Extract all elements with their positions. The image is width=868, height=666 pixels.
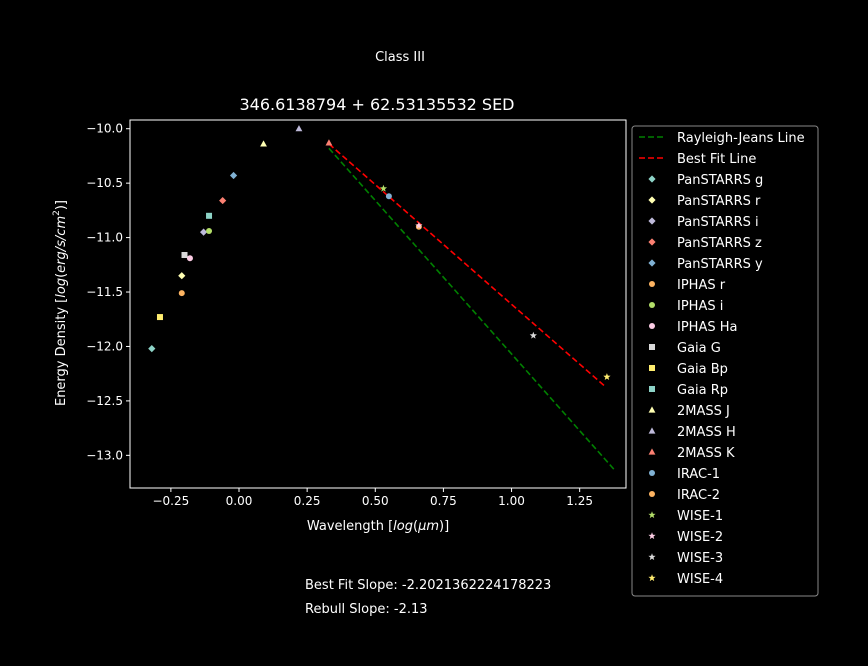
legend-marker	[649, 302, 655, 308]
point-wise-4	[603, 373, 611, 381]
legend-label: PanSTARRS g	[677, 173, 763, 188]
x-tick-label: 0.25	[294, 494, 321, 508]
legend-label: 2MASS J	[677, 404, 730, 419]
point-iphas-r	[178, 290, 185, 297]
legend-label: Best Fit Line	[677, 152, 756, 167]
best-fit-line	[328, 143, 605, 387]
legend: Rayleigh-Jeans Line Best Fit Line PanSTARR…	[631, 125, 819, 597]
legend-label: PanSTARRS y	[677, 257, 763, 272]
legend-label: PanSTARRS r	[677, 194, 761, 209]
legend-marker	[649, 281, 655, 287]
legend-marker	[648, 448, 656, 455]
y-axis-label-log: log	[54, 278, 69, 298]
point-gaia-rp	[206, 212, 213, 219]
legend-label: WISE-2	[677, 530, 723, 545]
point-2mass-j	[260, 140, 267, 147]
legend-marker	[648, 175, 656, 183]
legend-label: IRAC-1	[677, 467, 720, 482]
figure-suptitle: Class III	[375, 50, 425, 65]
x-axis-label-unit: μm	[417, 519, 439, 534]
x-tick-label: 0.00	[226, 494, 253, 508]
y-tick-label: −11.5	[86, 285, 123, 299]
legend-marker	[648, 511, 656, 519]
legend-label: 2MASS H	[677, 425, 736, 440]
y-axis-label: Energy Density [log(erg/s/cm2)]	[52, 200, 69, 406]
legend-marker	[649, 323, 655, 329]
point-panstarrs-g	[148, 345, 156, 353]
y-tick-label: −12.0	[86, 339, 123, 353]
x-axis-label-close: )]	[439, 519, 449, 534]
x-axis-label: Wavelength [log(μm)]	[307, 519, 449, 534]
legend-label: WISE-4	[677, 572, 723, 587]
y-tick-label: −10.0	[86, 122, 123, 136]
point-wise-3	[529, 331, 537, 339]
point-wise-1	[379, 184, 388, 192]
y-tick-label: −10.5	[86, 176, 123, 190]
point-panstarrs-r	[178, 272, 186, 280]
rebull-slope-text: Rebull Slope: -2.13	[305, 602, 428, 617]
legend-marker	[648, 259, 656, 267]
x-axis-label-prefix: Wavelength [	[307, 519, 393, 534]
legend-marker	[649, 344, 655, 350]
point-gaia-g	[181, 252, 188, 259]
legend-label: IPHAS r	[677, 278, 726, 293]
point-panstarrs-y	[229, 171, 238, 180]
y-axis-label-unit: erg/s/cm	[54, 216, 69, 273]
y-tick-label: −12.5	[86, 394, 123, 408]
rayleigh-jeans-line	[328, 147, 616, 472]
legend-label: IPHAS i	[677, 299, 723, 314]
point-iphas-ha	[186, 255, 193, 262]
legend-box	[631, 125, 819, 597]
legend-marker	[648, 427, 656, 434]
legend-label: 2MASS K	[677, 446, 735, 461]
plot-area: −0.25 0.00 0.25 0.50 0.75 1.00 1.25 −10.0 −10.5 −…	[86, 119, 627, 508]
best-fit-slope-text: Best Fit Slope: -2.2021362224178223	[305, 578, 551, 593]
x-tick-label: −0.25	[152, 494, 189, 508]
legend-label: Rayleigh-Jeans Line	[677, 131, 805, 146]
legend-marker	[649, 365, 655, 371]
legend-label: WISE-3	[677, 551, 723, 566]
point-wise-2	[415, 221, 423, 229]
x-tick-label: 0.75	[430, 494, 457, 508]
legend-marker	[648, 238, 656, 246]
point-panstarrs-i	[199, 228, 208, 236]
plot-frame	[129, 119, 627, 489]
y-tick-label: −11.0	[86, 231, 123, 245]
legend-label: Gaia Rp	[677, 383, 728, 398]
x-tick-label: 1.25	[566, 494, 593, 508]
legend-label: PanSTARRS i	[677, 215, 759, 230]
y-axis-label-exp: 2	[52, 210, 62, 216]
legend-marker	[649, 386, 655, 392]
point-2mass-h	[295, 125, 303, 132]
legend-marker	[648, 406, 656, 413]
legend-marker	[648, 532, 656, 540]
point-2mass-k	[325, 139, 333, 146]
legend-marker	[648, 217, 656, 225]
legend-label: Gaia Bp	[677, 362, 728, 377]
chart-title: 346.6138794 + 62.53135532 SED	[239, 95, 514, 114]
point-panstarrs-z	[219, 196, 227, 205]
y-tick-label: −13.0	[86, 448, 123, 462]
point-iphas-i	[206, 228, 213, 235]
x-axis-label-log: log	[393, 519, 413, 534]
y-axis-label-prefix: Energy Density [	[54, 298, 69, 406]
legend-marker	[649, 491, 655, 497]
point-irac-1	[385, 193, 392, 200]
legend-marker	[649, 470, 655, 476]
legend-label: Gaia G	[677, 341, 721, 356]
legend-label: PanSTARRS z	[677, 236, 762, 251]
x-tick-label: 1.00	[498, 494, 525, 508]
x-tick-label: 0.50	[362, 494, 389, 508]
x-axis-label-open: (	[413, 519, 418, 534]
point-gaia-bp	[156, 314, 163, 321]
legend-label: IRAC-2	[677, 488, 720, 503]
legend-label: IPHAS Ha	[677, 320, 737, 335]
legend-label: WISE-1	[677, 509, 723, 524]
legend-marker	[648, 574, 656, 582]
legend-marker	[648, 196, 656, 204]
legend-marker	[648, 553, 656, 561]
y-axis-label-open: (	[54, 273, 69, 278]
y-axis-label-close: )]	[54, 200, 69, 210]
